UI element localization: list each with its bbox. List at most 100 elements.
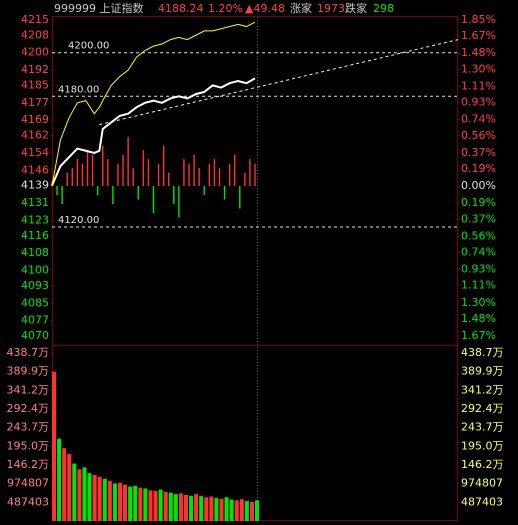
strength-bar (223, 186, 226, 200)
volume-bar (92, 475, 97, 521)
down-label: 跌家 (345, 1, 367, 15)
y-tick-label: 4131 (21, 196, 49, 209)
volume-bar (229, 499, 234, 521)
volume-bar (209, 496, 214, 521)
volume-bar (183, 494, 189, 521)
volume-bar (163, 491, 168, 521)
strength-bar (96, 186, 99, 196)
strength-bar (112, 186, 114, 205)
strength-bar (61, 186, 63, 205)
y-tick-label: 4116 (21, 229, 49, 242)
strength-bar (81, 163, 84, 187)
y2-tick-label: 0.56% (461, 129, 496, 142)
y2-tick-label: 0.00% (461, 179, 496, 192)
y-tick-label: 4123 (21, 213, 49, 226)
y2-tick-label: 146.2万 (461, 458, 504, 471)
volume-bar (82, 467, 87, 521)
y-tick-label: 4070 (21, 329, 49, 342)
volume-bar (204, 497, 209, 521)
volume-bar (178, 493, 183, 521)
y2-tick-label: 1.11% (461, 79, 496, 92)
volume-bar (117, 482, 123, 521)
trend-line (99, 39, 459, 126)
volume-bar (67, 453, 72, 521)
y2-tick-label: 0.19% (461, 162, 496, 175)
y2-tick-label: 195.0万 (461, 439, 504, 452)
strength-bar (152, 186, 155, 214)
y2-tick-label: 243.7万 (461, 421, 504, 434)
volume-bar (143, 488, 148, 521)
strength-bar (76, 159, 79, 187)
strength-bar (198, 168, 200, 187)
y2-tick-label: 1.30% (461, 296, 496, 309)
volume-bar (123, 484, 128, 521)
strength-bar (91, 154, 94, 187)
price-line (51, 21, 256, 186)
y2-tick-label: 0.93% (461, 263, 496, 276)
volume-bar (128, 486, 133, 521)
volume-bar (168, 492, 173, 521)
strength-bar (107, 159, 109, 187)
y-tick-label: 4169 (21, 113, 49, 126)
y2-tick-label: 1.48% (461, 312, 496, 325)
strength-bar (137, 186, 139, 200)
volume-bar (255, 500, 260, 521)
strength-bar (193, 154, 195, 187)
strength-bar (86, 150, 89, 187)
y2-tick-label: 0.37% (461, 212, 496, 225)
y2-tick-label: 438.7万 (461, 346, 504, 359)
up-count: 1973 (317, 2, 345, 15)
y-tick-label: 146.2万 (7, 458, 50, 471)
volume-bar (148, 490, 153, 521)
volume-bar (219, 498, 224, 521)
strength-bar (218, 168, 221, 187)
y-tick-label: 4139 (21, 179, 49, 192)
y-tick-label: 974807 (7, 477, 49, 490)
volume-bar (57, 438, 62, 521)
strength-bar (208, 163, 211, 187)
y2-tick-label: 487403 (461, 495, 503, 508)
y2-tick-label: 0.74% (461, 113, 496, 126)
price: 4188.24 (158, 2, 204, 15)
y2-tick-label: 1.11% (461, 279, 496, 292)
y2-tick-label: 0.74% (461, 246, 496, 259)
volume-bar (199, 496, 204, 521)
strength-bar (147, 159, 150, 187)
volume-bar (72, 463, 77, 521)
y2-tick-label: 389.9万 (461, 365, 504, 378)
y2-tick-label: 1.30% (461, 62, 496, 75)
strength-bar (173, 186, 175, 205)
strength-bar (71, 168, 73, 187)
y2-tick-label: 0.37% (461, 146, 496, 159)
volume-bar (153, 491, 158, 521)
strength-bar (127, 136, 129, 187)
volume-bar (102, 478, 107, 521)
y2-tick-label: 1.67% (461, 329, 496, 342)
y-tick-label: 4162 (21, 129, 49, 142)
strength-bar (183, 159, 185, 187)
volume-bar (244, 501, 249, 521)
y-tick-label: 195.0万 (7, 439, 50, 452)
strength-bar (102, 145, 104, 187)
volume-bar (77, 469, 82, 521)
volume-bar (97, 476, 102, 521)
y2-tick-label: 0.93% (461, 96, 496, 109)
volume-bar (249, 501, 254, 521)
volume-bar (62, 448, 67, 521)
strength-bar (213, 159, 216, 187)
strength-bar (122, 154, 124, 187)
y-tick-label: 4154 (21, 146, 49, 159)
volume-bar (133, 485, 138, 521)
y-tick-label: 4177 (21, 96, 49, 109)
level-label: 4180.00 (58, 84, 99, 95)
y-tick-label: 4146 (21, 163, 49, 176)
price-line (51, 77, 256, 187)
y-tick-label: 4192 (21, 63, 49, 76)
volume-bar (112, 483, 117, 521)
y-tick-label: 4200 (21, 46, 49, 59)
y2-tick-label: 974807 (461, 477, 503, 490)
code-name: 999999 上证指数 (54, 1, 144, 15)
